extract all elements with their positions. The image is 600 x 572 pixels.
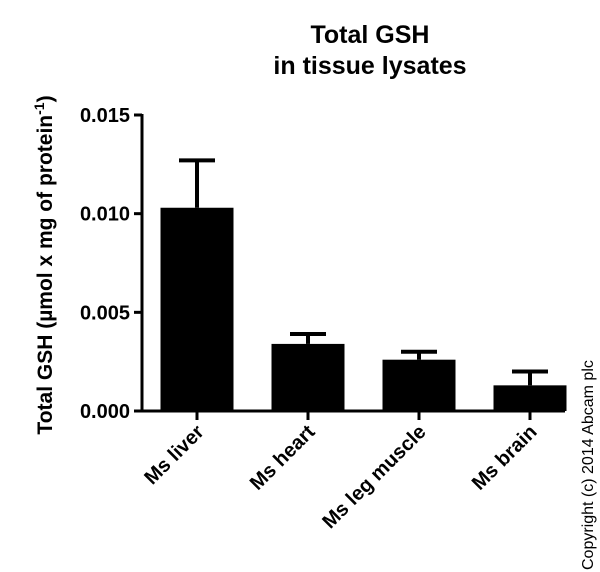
y-tick-label: 0.005 (80, 302, 130, 324)
y-tick-label: 0.010 (80, 204, 130, 226)
chart-title-line-1: Total GSH (310, 21, 430, 49)
x-tick-label: Ms leg muscle (318, 421, 430, 533)
x-tick-label: Ms liver (140, 421, 208, 489)
x-tick-label: Ms brain (468, 421, 542, 495)
bar (493, 385, 567, 411)
bars (160, 158, 567, 411)
copyright-notice: Copyright (c) 2014 Abcam plc (580, 360, 597, 570)
bar (382, 359, 456, 411)
bar (271, 343, 345, 411)
y-tick-label: 0.000 (80, 401, 130, 423)
y-tick-label: 0.015 (80, 105, 130, 127)
bar (160, 207, 234, 411)
x-tick-label: Ms heart (246, 421, 320, 495)
chart-title-line-2: in tissue lysates (273, 52, 467, 80)
chart-title: Total GSH in tissue lysates (240, 20, 500, 82)
y-axis-label: Total GSH (µmol x mg of protein-1) (31, 95, 57, 434)
